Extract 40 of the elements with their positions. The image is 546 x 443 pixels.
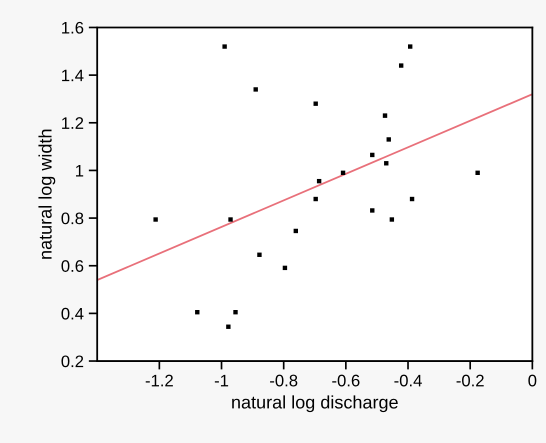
point [410,196,414,202]
y-tick-label: 0.4 [61,308,84,320]
y-tick-label: 0.8 [61,212,84,224]
point [475,170,480,176]
point [398,63,404,68]
x-tick-label: -0.4 [394,374,422,386]
x-tick-label: -0.8 [270,374,298,386]
y-tick-label: 0.2 [61,355,84,368]
y-tick-label: 1.4 [62,70,84,82]
point [282,266,288,270]
point [370,152,374,158]
point [386,137,391,142]
x-tick-label: -1 [214,374,228,386]
point [384,161,388,166]
y-tick-label: 1.2 [62,117,84,129]
point [314,102,318,106]
x-tick-label: -0.6 [332,374,360,386]
point [233,310,238,314]
x-tick-label: 0 [528,374,536,386]
x-axis-title: natural log discharge [232,395,398,412]
x-tick-label: -1.2 [146,374,173,386]
point [195,310,200,314]
point [222,44,227,49]
y-tick-label: 1 [76,165,84,176]
point [314,196,318,202]
point [390,217,394,222]
point [408,44,412,49]
point [316,178,322,184]
point [257,252,262,257]
x-tick-label: -0.2 [456,374,484,386]
point [370,208,374,213]
y-tick-label: 0.6 [61,260,84,272]
point [382,113,388,118]
point [254,87,258,92]
y-tick-label: 1.6 [62,22,84,34]
point [153,217,158,222]
point [340,170,346,176]
point [294,228,298,234]
y-axis-title: natural log width [38,130,56,259]
point [226,324,231,329]
